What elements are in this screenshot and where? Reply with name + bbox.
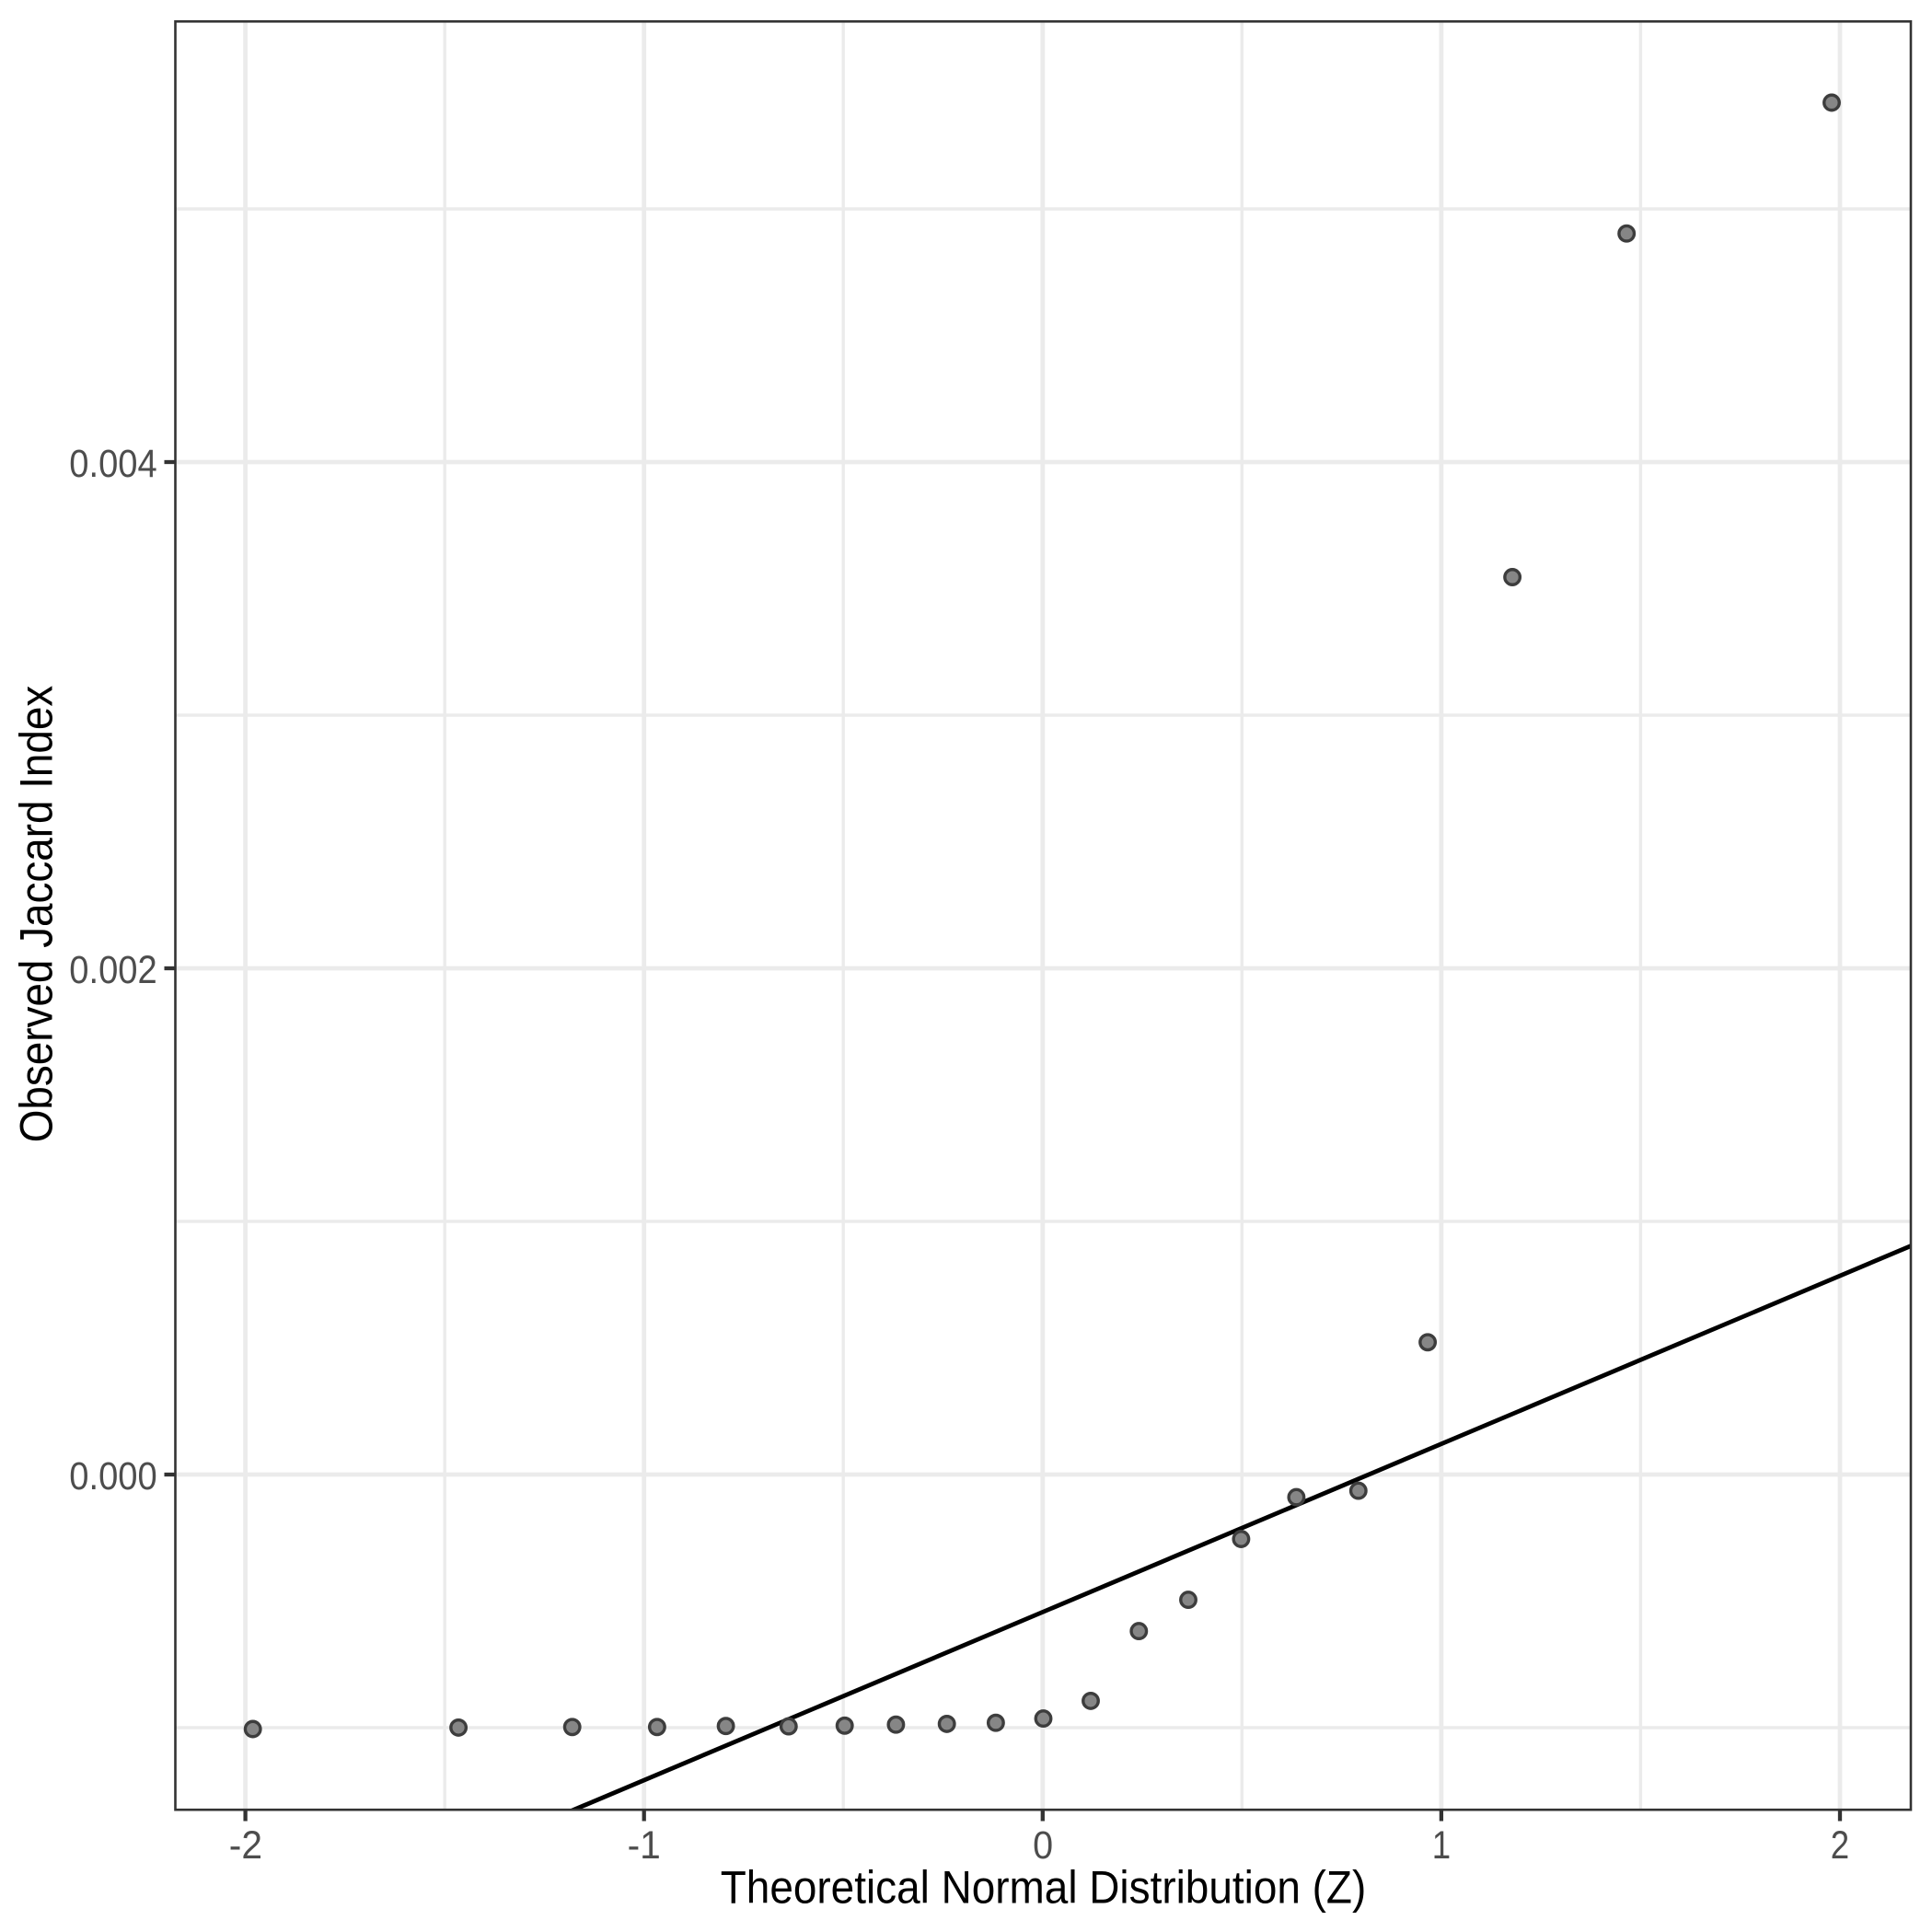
svg-text:2: 2 [1831, 1823, 1849, 1868]
svg-text:Observed Jaccard Index: Observed Jaccard Index [11, 686, 63, 1143]
svg-text:-1: -1 [628, 1823, 661, 1868]
svg-text:0.000: 0.000 [69, 1454, 156, 1498]
svg-text:0.002: 0.002 [69, 948, 156, 992]
svg-text:1: 1 [1432, 1823, 1451, 1868]
svg-text:0.004: 0.004 [69, 442, 156, 486]
svg-text:Theoretical Normal Distributio: Theoretical Normal Distribution (Z) [721, 1862, 1367, 1914]
svg-text:0: 0 [1033, 1823, 1053, 1868]
svg-text:-2: -2 [229, 1823, 262, 1868]
